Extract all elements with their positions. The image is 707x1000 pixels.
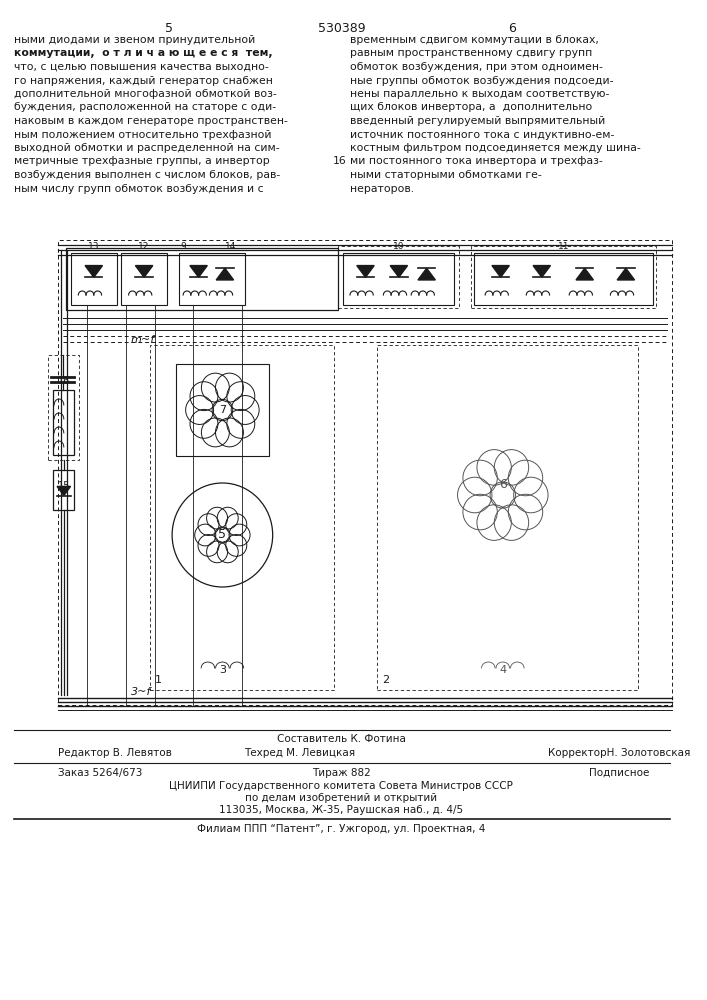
Polygon shape	[190, 266, 207, 277]
Polygon shape	[576, 268, 593, 280]
Bar	[474, 253, 653, 305]
Text: по делам изобретений и открытий: по делам изобретений и открытий	[245, 793, 438, 803]
Bar	[150, 345, 334, 690]
Polygon shape	[617, 268, 635, 280]
Text: 113035, Москва, Ж-35, Раушская наб., д. 4/5: 113035, Москва, Ж-35, Раушская наб., д. …	[219, 805, 463, 815]
Text: 530389: 530389	[317, 22, 365, 35]
Text: ные группы обмоток возбуждения подсоеди-: ные группы обмоток возбуждения подсоеди-	[350, 76, 614, 86]
Text: 3~f: 3~f	[131, 687, 151, 697]
Text: Филиам ППП “Патент”, г. Ужгород, ул. Проектная, 4: Филиам ППП “Патент”, г. Ужгород, ул. Про…	[197, 824, 486, 834]
Text: обмоток возбуждения, при этом одноимен-: обмоток возбуждения, при этом одноимен-	[350, 62, 603, 72]
Polygon shape	[57, 486, 71, 495]
Polygon shape	[390, 266, 407, 277]
Text: щих блоков инвертора, а  дополнительно: щих блоков инвертора, а дополнительно	[350, 103, 592, 112]
Text: костным фильтром подсоединяется между шина-: костным фильтром подсоединяется между ши…	[350, 143, 641, 153]
Text: метричные трехфазные группы, а инвертор: метричные трехфазные группы, а инвертор	[13, 156, 269, 166]
Text: ными диодами и звеном принудительной: ными диодами и звеном принудительной	[13, 35, 255, 45]
Text: 6: 6	[499, 479, 507, 491]
Text: 4: 4	[499, 665, 506, 675]
Bar	[71, 253, 117, 305]
Text: источник постоянного тока с индуктивно-ем-: источник постоянного тока с индуктивно-е…	[350, 129, 614, 139]
Text: Составитель К. Фотина: Составитель К. Фотина	[277, 734, 406, 744]
Text: 16: 16	[58, 376, 70, 386]
Bar	[176, 364, 269, 456]
Bar	[344, 253, 455, 305]
Text: 9: 9	[180, 242, 186, 251]
Text: 11: 11	[558, 242, 569, 251]
Text: 12: 12	[139, 242, 150, 251]
Text: 10: 10	[393, 242, 404, 251]
Text: ми постоянного тока инвертора и трехфаз-: ми постоянного тока инвертора и трехфаз-	[350, 156, 603, 166]
Bar	[48, 355, 79, 460]
Bar	[339, 246, 460, 308]
Text: КорректорН. Золотовская: КорректорН. Золотовская	[548, 748, 690, 758]
Text: 5: 5	[218, 528, 226, 542]
Text: нены параллельно к выходам соответствую-: нены параллельно к выходам соответствую-	[350, 89, 609, 99]
Text: ными статорными обмотками ге-: ными статорными обмотками ге-	[350, 170, 542, 180]
Text: Техред М. Левицкая: Техред М. Левицкая	[244, 748, 356, 758]
Bar	[53, 390, 74, 455]
Bar	[121, 253, 168, 305]
Text: 6: 6	[508, 22, 516, 35]
Text: возбуждения выполнен с числом блоков, рав-: возбуждения выполнен с числом блоков, ра…	[13, 170, 280, 180]
Bar	[58, 240, 672, 705]
Bar	[66, 248, 339, 310]
Polygon shape	[418, 268, 436, 280]
Text: m~f: m~f	[131, 335, 155, 345]
Text: Редактор В. Левятов: Редактор В. Левятов	[58, 748, 172, 758]
Text: 7: 7	[219, 405, 226, 415]
Bar	[377, 345, 638, 690]
Polygon shape	[357, 266, 374, 277]
Text: временным сдвигом коммутации в блоках,: временным сдвигом коммутации в блоках,	[350, 35, 599, 45]
Text: го напряжения, каждый генератор снабжен: го напряжения, каждый генератор снабжен	[13, 76, 272, 86]
Text: ным числу групп обмоток возбуждения и с: ным числу групп обмоток возбуждения и с	[13, 184, 263, 194]
Polygon shape	[216, 268, 233, 280]
Text: 5: 5	[165, 22, 173, 35]
Text: дополнительной многофазной обмоткой воз-: дополнительной многофазной обмоткой воз-	[13, 89, 276, 99]
Text: выходной обмотки и распределенной на сим-: выходной обмотки и распределенной на сим…	[13, 143, 279, 153]
Text: Подписное: Подписное	[589, 768, 649, 778]
Polygon shape	[85, 266, 103, 277]
Text: коммутации,  о т л и ч а ю щ е е с я  тем,: коммутации, о т л и ч а ю щ е е с я тем,	[13, 48, 272, 58]
Text: ным положением относительно трехфазной: ным положением относительно трехфазной	[13, 129, 271, 139]
Text: нераторов.: нераторов.	[350, 184, 414, 194]
Text: 3: 3	[219, 665, 226, 675]
Text: Тираж 882: Тираж 882	[312, 768, 370, 778]
Text: 16: 16	[332, 156, 346, 166]
Bar	[471, 246, 655, 308]
Polygon shape	[492, 266, 509, 277]
Text: что, с целью повышения качества выходно-: что, с целью повышения качества выходно-	[13, 62, 268, 72]
Text: 13: 13	[88, 242, 100, 251]
Text: буждения, расположенной на статоре с оди-: буждения, расположенной на статоре с оди…	[13, 103, 276, 112]
Bar	[179, 253, 245, 305]
Text: ЦНИИПИ Государственного комитета Совета Министров СССР: ЦНИИПИ Государственного комитета Совета …	[170, 781, 513, 791]
Text: Заказ 5264/673: Заказ 5264/673	[58, 768, 142, 778]
Text: 1: 1	[155, 675, 162, 685]
Text: 14: 14	[226, 242, 237, 251]
Polygon shape	[135, 266, 153, 277]
Polygon shape	[533, 266, 551, 277]
Bar	[53, 470, 74, 510]
Text: равным пространственному сдвигу групп: равным пространственному сдвигу групп	[350, 48, 592, 58]
Text: 2: 2	[382, 675, 389, 685]
Text: 15: 15	[58, 481, 70, 491]
Text: наковым в каждом генераторе пространствен-: наковым в каждом генераторе пространстве…	[13, 116, 288, 126]
Text: введенный регулируемый выпрямительный: введенный регулируемый выпрямительный	[350, 116, 605, 126]
